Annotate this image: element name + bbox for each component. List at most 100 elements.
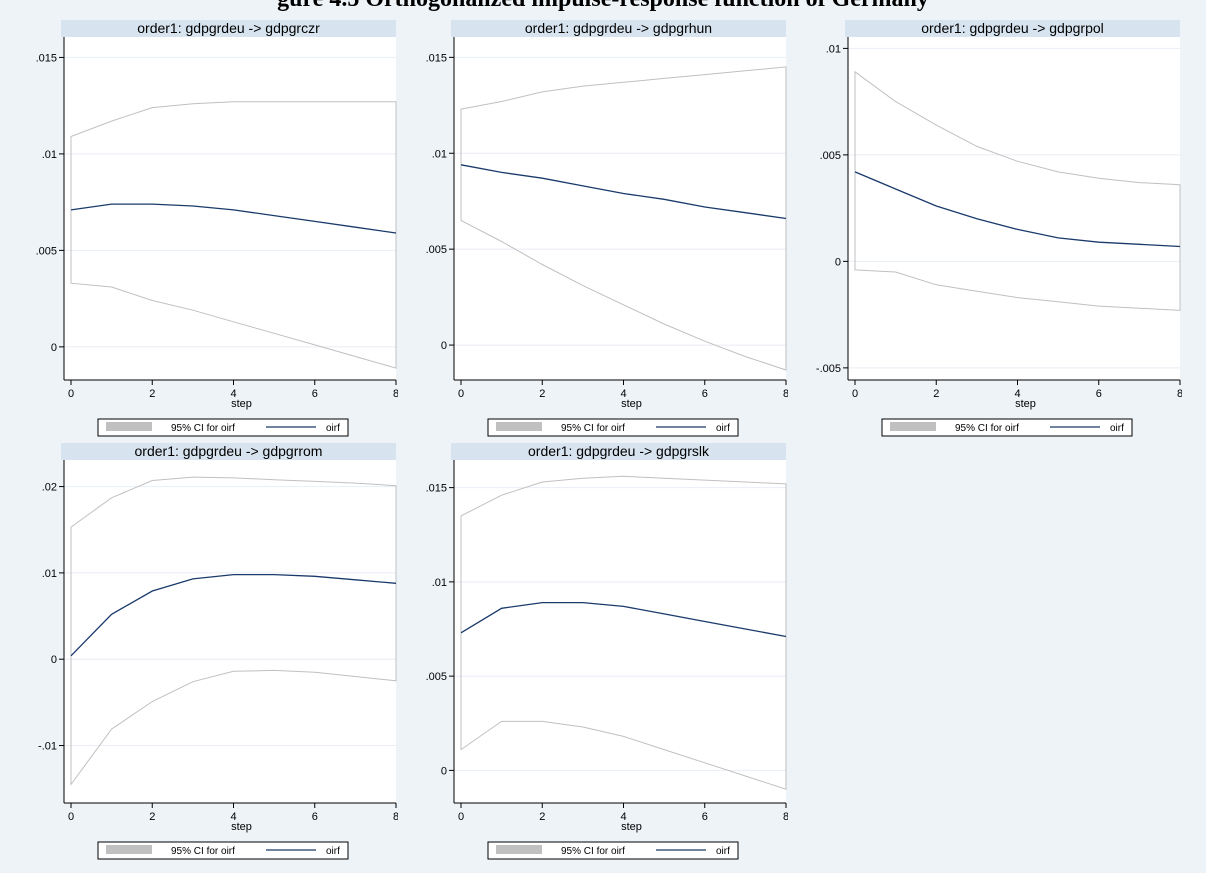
chart-title-bar xyxy=(451,443,786,460)
x-tick-label: 8 xyxy=(393,811,398,823)
legend-oirf-label: oirf xyxy=(716,423,730,434)
y-tick-label: 0 xyxy=(441,340,447,352)
y-tick-label: .015 xyxy=(426,52,447,64)
y-tick-label: 0 xyxy=(51,342,57,354)
chart-title-bar xyxy=(61,443,396,460)
legend-box xyxy=(881,418,1133,437)
x-tick-label: 8 xyxy=(783,388,788,400)
x-tick-label: 2 xyxy=(149,811,155,823)
chart-title: order1: gdpgrdeu -> gdpgrhun xyxy=(525,20,712,36)
x-tick-label: 2 xyxy=(933,388,939,400)
ci-band xyxy=(854,70,1181,311)
x-tick-label: 6 xyxy=(312,811,318,823)
x-tick-label: 4 xyxy=(230,811,236,823)
x-axis-label: step xyxy=(231,821,252,833)
y-tick-label: .015 xyxy=(426,483,447,495)
x-tick-label: 0 xyxy=(68,811,74,823)
y-tick-label: .01 xyxy=(432,148,447,160)
irf-chart-gdpgrpol: order1: gdpgrdeu -> gdpgrpol -.005 0 .005 .0… xyxy=(816,20,1182,437)
x-tick-label: 4 xyxy=(620,811,626,823)
irf-chart-gdpgrrom: order1: gdpgrdeu -> gdpgrrom -.01 0 .01 .02 0… xyxy=(38,443,398,860)
plot-area xyxy=(454,37,786,380)
legend-box xyxy=(97,418,349,437)
y-tick-label: -.01 xyxy=(38,741,57,753)
y-tick-label: -.005 xyxy=(816,363,841,375)
x-tick-label: 4 xyxy=(1014,388,1020,400)
x-tick-label: 0 xyxy=(458,811,464,823)
legend-ci-swatch xyxy=(496,422,542,431)
irf-chart-gdpgrhun: order1: gdpgrdeu -> gdpgrhun 0 .005 .01 .015… xyxy=(426,20,788,437)
y-tick-label: .02 xyxy=(42,482,57,494)
oirf-line xyxy=(70,573,397,657)
y-tick-label: 0 xyxy=(441,765,447,777)
x-tick-label: 4 xyxy=(230,388,236,400)
y-tick-label: .01 xyxy=(42,149,57,161)
y-tick-label: .005 xyxy=(426,671,447,683)
oirf-line xyxy=(854,171,1181,248)
ci-band xyxy=(70,101,397,369)
x-tick-label: 6 xyxy=(702,388,708,400)
chart-title: order1: gdpgrdeu -> gdpgrczr xyxy=(137,20,320,36)
x-tick-label: 2 xyxy=(539,388,545,400)
x-tick-label: 0 xyxy=(852,388,858,400)
x-tick-label: 2 xyxy=(149,388,155,400)
legend-oirf-label: oirf xyxy=(1110,423,1124,434)
x-tick-label: 6 xyxy=(312,388,318,400)
plot-area xyxy=(64,37,396,380)
legend-ci-label: 95% CI for oirf xyxy=(561,423,625,434)
y-tick-label: .01 xyxy=(432,577,447,589)
x-tick-label: 6 xyxy=(1096,388,1102,400)
x-tick-label: 8 xyxy=(783,811,788,823)
irf-chart-gdpgrslk: order1: gdpgrdeu -> gdpgrslk 0 .005 .01 .015… xyxy=(426,443,788,860)
x-axis-label: step xyxy=(621,821,642,833)
x-axis-label: step xyxy=(621,398,642,410)
plot-area xyxy=(64,460,396,803)
legend-ci-swatch xyxy=(890,422,936,431)
chart-title: order1: gdpgrdeu -> gdpgrslk xyxy=(528,443,710,459)
legend-oirf-label: oirf xyxy=(716,846,730,857)
ci-band xyxy=(460,66,787,371)
x-tick-label: 0 xyxy=(68,388,74,400)
legend-ci-label: 95% CI for oirf xyxy=(171,846,235,857)
chart-panel-gdpgrrom: order1: gdpgrdeu -> gdpgrrom -.01 0 .01 .02 0… xyxy=(8,443,398,863)
oirf-line xyxy=(460,601,787,638)
legend-ci-label: 95% CI for oirf xyxy=(561,846,625,857)
chart-title-bar xyxy=(451,20,786,37)
legend-ci-swatch xyxy=(106,845,152,854)
legend-ci-label: 95% CI for oirf xyxy=(171,423,235,434)
y-tick-label: .01 xyxy=(826,43,841,55)
y-tick-label: .005 xyxy=(820,150,841,162)
chart-title-bar xyxy=(845,20,1180,37)
oirf-line xyxy=(70,203,397,234)
chart-panel-gdpgrslk: order1: gdpgrdeu -> gdpgrslk 0 .005 .01 .015… xyxy=(398,443,788,863)
oirf-line xyxy=(460,164,787,220)
x-tick-label: 8 xyxy=(393,388,398,400)
legend-oirf-label: oirf xyxy=(326,846,340,857)
x-axis-label: step xyxy=(1015,398,1036,410)
legend-ci-swatch xyxy=(106,422,152,431)
y-tick-label: .005 xyxy=(426,244,447,256)
x-tick-label: 8 xyxy=(1177,388,1182,400)
x-tick-label: 4 xyxy=(620,388,626,400)
legend-box xyxy=(97,841,349,860)
legend-box xyxy=(487,418,739,437)
plot-area xyxy=(454,460,786,803)
ci-band xyxy=(70,476,397,786)
y-tick-label: .01 xyxy=(42,568,57,580)
chart-title: order1: gdpgrdeu -> gdpgrpol xyxy=(921,20,1104,36)
legend-oirf-label: oirf xyxy=(326,423,340,434)
y-tick-label: 0 xyxy=(835,256,841,268)
irf-chart-gdpgrczr: order1: gdpgrdeu -> gdpgrczr 0 .005 .01 .015… xyxy=(36,20,398,437)
chart-panel-gdpgrczr: order1: gdpgrdeu -> gdpgrczr 0 .005 .01 .015… xyxy=(8,20,398,440)
y-tick-label: 0 xyxy=(51,654,57,666)
x-tick-label: 0 xyxy=(458,388,464,400)
y-tick-label: .005 xyxy=(36,245,57,257)
chart-title: order1: gdpgrdeu -> gdpgrrom xyxy=(135,443,323,459)
chart-panel-gdpgrhun: order1: gdpgrdeu -> gdpgrhun 0 .005 .01 .015… xyxy=(398,20,788,440)
legend-ci-label: 95% CI for oirf xyxy=(955,423,1019,434)
x-axis-label: step xyxy=(231,398,252,410)
x-tick-label: 6 xyxy=(702,811,708,823)
x-tick-label: 2 xyxy=(539,811,545,823)
chart-panel-gdpgrpol: order1: gdpgrdeu -> gdpgrpol -.005 0 .005 .0… xyxy=(792,20,1182,440)
ci-band xyxy=(460,475,787,790)
